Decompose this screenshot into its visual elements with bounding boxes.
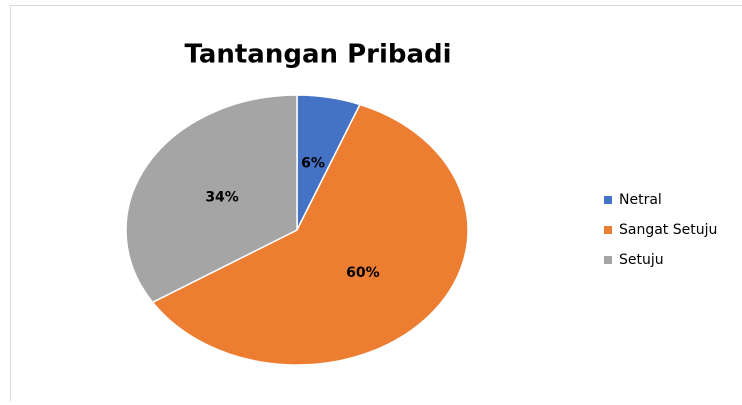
data-label: 34% bbox=[205, 189, 239, 205]
chart-title: Tantangan Pribadi bbox=[184, 40, 451, 70]
pie-slice bbox=[125, 94, 298, 304]
legend-label: Netral bbox=[619, 192, 662, 208]
legend-label: Setuju bbox=[619, 252, 664, 268]
data-label: 60% bbox=[346, 265, 380, 281]
legend-swatch bbox=[604, 196, 612, 204]
legend-label: Sangat Setuju bbox=[619, 222, 717, 238]
pie-slice bbox=[151, 103, 469, 366]
legend-swatch bbox=[604, 256, 612, 264]
legend-swatch bbox=[604, 226, 612, 234]
data-label: 6% bbox=[301, 156, 325, 172]
